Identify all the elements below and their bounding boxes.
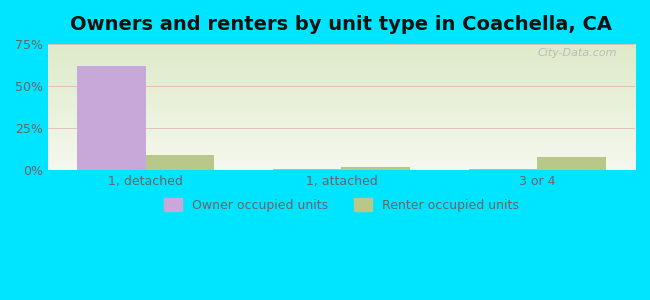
Text: City-Data.com: City-Data.com <box>538 48 617 58</box>
Bar <box>77 66 146 170</box>
Bar <box>341 167 410 170</box>
Bar <box>537 157 606 170</box>
Legend: Owner occupied units, Renter occupied units: Owner occupied units, Renter occupied un… <box>159 194 524 217</box>
Bar <box>273 169 341 170</box>
Title: Owners and renters by unit type in Coachella, CA: Owners and renters by unit type in Coach… <box>70 15 612 34</box>
Bar <box>469 169 537 170</box>
Bar <box>146 155 214 170</box>
